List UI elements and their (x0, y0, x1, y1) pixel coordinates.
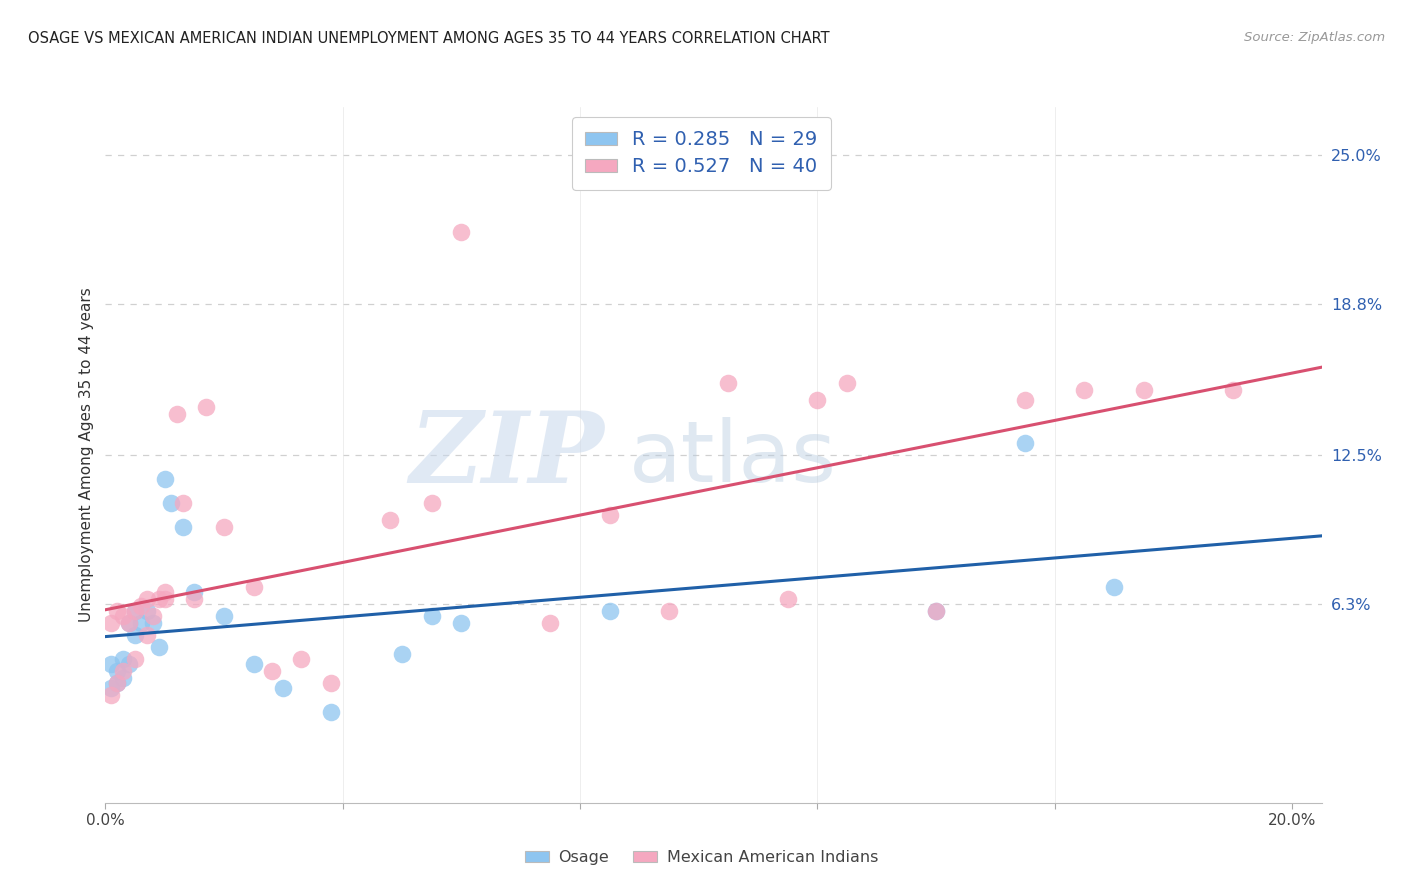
Point (925, 604, 948, 618)
Point (148, 591, 170, 606)
Text: Source: ZipAtlas.com: Source: ZipAtlas.com (1244, 31, 1385, 45)
Point (172, 520, 194, 534)
Point (142, 608, 165, 623)
Point (153, 584, 176, 599)
Point (290, 652, 312, 666)
Point (599, 508, 621, 522)
Point (195, 400, 218, 414)
Point (380, 513, 402, 527)
Point (129, 615, 152, 630)
Point (100, 688, 122, 702)
Point (100, 657, 122, 671)
Point (124, 604, 146, 618)
Text: atlas: atlas (628, 417, 837, 500)
Point (105, 604, 128, 618)
Point (1014, 436, 1036, 450)
Point (260, 664, 283, 678)
Point (450, 615, 472, 630)
Point (142, 615, 165, 630)
Point (148, 640, 170, 654)
Point (1132, 383, 1154, 397)
Point (166, 407, 188, 421)
Point (112, 671, 135, 685)
Point (273, 681, 295, 695)
Point (105, 676, 128, 690)
Point (118, 615, 141, 630)
Point (212, 608, 235, 623)
Point (776, 591, 799, 606)
Point (100, 615, 122, 630)
Point (391, 647, 413, 661)
Point (212, 520, 235, 534)
Point (925, 604, 948, 618)
Point (159, 496, 181, 510)
Point (1222, 383, 1244, 397)
Point (105, 676, 128, 690)
Point (153, 472, 176, 486)
Point (136, 591, 159, 606)
Point (183, 591, 205, 606)
Y-axis label: Unemployment Among Ages 35 to 44 years: Unemployment Among Ages 35 to 44 years (79, 287, 94, 623)
Text: OSAGE VS MEXICAN AMERICAN INDIAN UNEMPLOYMENT AMONG AGES 35 TO 44 YEARS CORRELAT: OSAGE VS MEXICAN AMERICAN INDIAN UNEMPLO… (28, 31, 830, 46)
Point (172, 496, 194, 510)
Point (136, 604, 159, 618)
Point (420, 496, 443, 510)
Text: ZIP: ZIP (409, 407, 605, 503)
Point (153, 591, 176, 606)
Point (835, 376, 858, 390)
Point (136, 628, 159, 642)
Point (319, 705, 342, 719)
Legend: Osage, Mexican American Indians: Osage, Mexican American Indians (519, 844, 884, 871)
Point (242, 580, 264, 594)
Point (806, 392, 828, 407)
Point (118, 657, 141, 671)
Point (599, 604, 621, 618)
Point (124, 604, 146, 618)
Point (118, 615, 141, 630)
Point (319, 676, 342, 690)
Point (112, 608, 135, 623)
Point (124, 652, 146, 666)
Point (450, 225, 472, 239)
Point (124, 628, 146, 642)
Point (112, 652, 135, 666)
Point (420, 608, 443, 623)
Point (1102, 580, 1125, 594)
Point (242, 657, 264, 671)
Point (129, 599, 152, 613)
Point (183, 584, 205, 599)
Point (658, 604, 681, 618)
Point (105, 664, 128, 678)
Point (538, 615, 561, 630)
Point (1073, 383, 1095, 397)
Point (100, 681, 122, 695)
Point (112, 664, 135, 678)
Point (717, 376, 740, 390)
Point (1014, 392, 1036, 407)
